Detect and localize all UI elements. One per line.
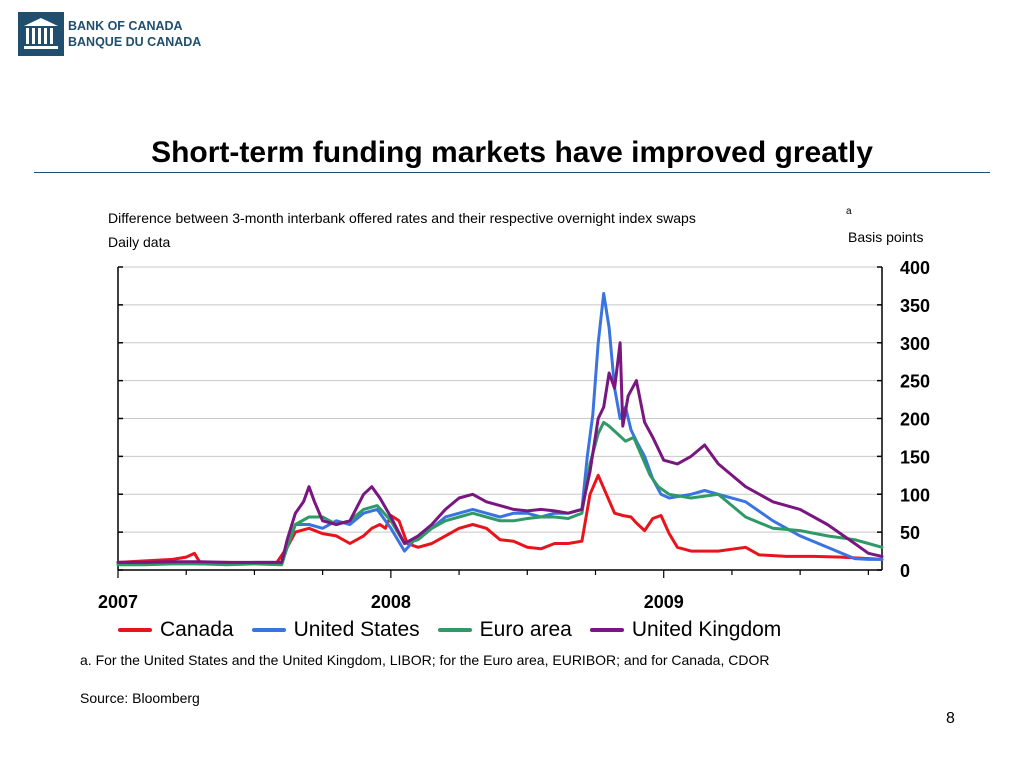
legend-swatch-united-kingdom (589, 628, 624, 632)
bank-logo (18, 12, 248, 58)
legend-label-united-states: United States (293, 618, 420, 641)
chart-footnote: a. For the United States and the United … (80, 652, 770, 668)
spread-line-chart: 0 50 100 150 200 250 300 350 400 2007 2008 2009 (98, 258, 930, 612)
y-tick-label: 150 (900, 447, 930, 467)
y-tick-label: 350 (900, 296, 930, 316)
legend-item-canada: Canada (118, 618, 234, 642)
chart-frequency: Daily data (108, 234, 171, 250)
y-tick-label: 100 (900, 485, 930, 505)
bank-name-english: BANK OF CANADA (68, 19, 183, 33)
bank-building-icon (18, 12, 64, 56)
chart-units: Basis points (848, 229, 924, 245)
legend-swatch-canada (118, 628, 152, 632)
y-tick-label: 0 (900, 561, 910, 581)
y-tick-label: 400 (900, 258, 930, 278)
chart-subtitle: Difference between 3-month interbank off… (108, 210, 696, 226)
y-tick-label: 250 (900, 372, 930, 392)
legend-label-canada: Canada (160, 618, 234, 641)
slide-title: Short-term funding markets have improved… (151, 136, 873, 169)
legend-swatch-euro-area (437, 628, 472, 632)
series-line-united-kingdom (116, 341, 884, 564)
series-line-united-states (116, 292, 884, 566)
bank-name-french: BANQUE DU CANADA (68, 35, 202, 49)
page-number: 8 (946, 710, 955, 727)
chart-source: Source: Bloomberg (80, 690, 200, 706)
bank-name: BANK OF CANADA BANQUE DU CANADA (68, 18, 201, 50)
series-line-euro-area (116, 420, 884, 567)
y-tick-label: 200 (900, 410, 930, 430)
x-tick-label: 2009 (644, 592, 684, 612)
x-tick-label: 2008 (371, 592, 411, 612)
chart-series (116, 292, 884, 567)
chart-legend: Canada United States Euro area United Ki… (118, 617, 799, 643)
x-tick-label: 2007 (98, 592, 138, 612)
legend-item-united-kingdom: United Kingdom (589, 618, 782, 642)
chart-axes: 0 50 100 150 200 250 300 350 400 2007 2008 2009 (98, 258, 930, 612)
legend-item-united-states: United States (251, 618, 420, 642)
subtitle-footnote-marker: a (846, 206, 852, 217)
y-tick-label: 300 (900, 334, 930, 354)
legend-label-united-kingdom: United Kingdom (631, 618, 782, 641)
y-tick-label: 50 (900, 523, 920, 543)
legend-item-euro-area: Euro area (437, 618, 572, 642)
legend-label-euro-area: Euro area (479, 618, 572, 641)
legend-swatch-united-states (251, 628, 286, 632)
title-divider (34, 172, 990, 173)
